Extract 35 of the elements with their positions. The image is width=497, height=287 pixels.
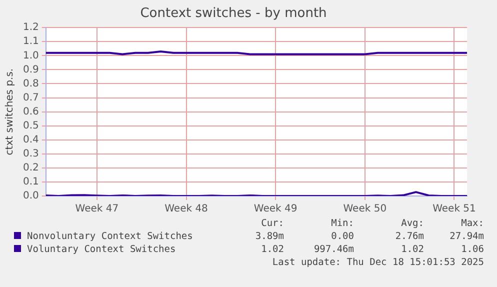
legend-label: Nonvoluntary Context Switches bbox=[26, 231, 194, 242]
text: 1.02 bbox=[400, 244, 424, 255]
y-tick-label: 0.7 bbox=[22, 92, 39, 104]
text: 0.00 bbox=[330, 231, 354, 242]
chart-title: Context switches - by month bbox=[140, 6, 327, 22]
y-tick-label: 0.1 bbox=[22, 176, 39, 188]
x-tick-label: Week 49 bbox=[254, 204, 298, 215]
text: 27.94m bbox=[448, 231, 484, 242]
x-tick-label: Week 50 bbox=[343, 204, 387, 215]
x-tick-label: Week 51 bbox=[432, 204, 476, 215]
text: Avg: bbox=[400, 218, 424, 229]
y-tick-label: 1.1 bbox=[22, 36, 39, 48]
y-tick-label: 0.6 bbox=[22, 106, 39, 118]
y-axis-title: ctxt switches p.s. bbox=[4, 68, 16, 156]
y-tick-label: 0.4 bbox=[22, 134, 39, 146]
text: Min: bbox=[330, 218, 354, 229]
y-tick-label: 1.0 bbox=[22, 50, 39, 62]
y-tick-label: 0.5 bbox=[22, 120, 39, 132]
text: 997.46m bbox=[312, 244, 354, 255]
text: Max: bbox=[460, 218, 484, 229]
text: 1.06 bbox=[460, 244, 484, 255]
text: Cur: bbox=[260, 218, 284, 229]
y-tick-label: 0.0 bbox=[22, 190, 39, 202]
y-tick-label: 1.2 bbox=[22, 22, 39, 34]
y-tick-label: 0.3 bbox=[22, 148, 39, 160]
text: 2.76m bbox=[394, 231, 424, 242]
text: 1.02 bbox=[260, 244, 284, 255]
x-tick-label: Week 48 bbox=[164, 204, 208, 215]
y-tick-label: 0.9 bbox=[22, 64, 39, 76]
legend-label: Voluntary Context Switches bbox=[26, 244, 177, 255]
text: Last update: Thu Dec 18 15:01:53 2025 bbox=[271, 257, 484, 268]
y-tick-label: 0.2 bbox=[22, 162, 39, 174]
x-tick-label: Week 47 bbox=[75, 204, 119, 215]
y-tick-label: 0.8 bbox=[22, 78, 39, 90]
text: 3.89m bbox=[254, 231, 284, 242]
